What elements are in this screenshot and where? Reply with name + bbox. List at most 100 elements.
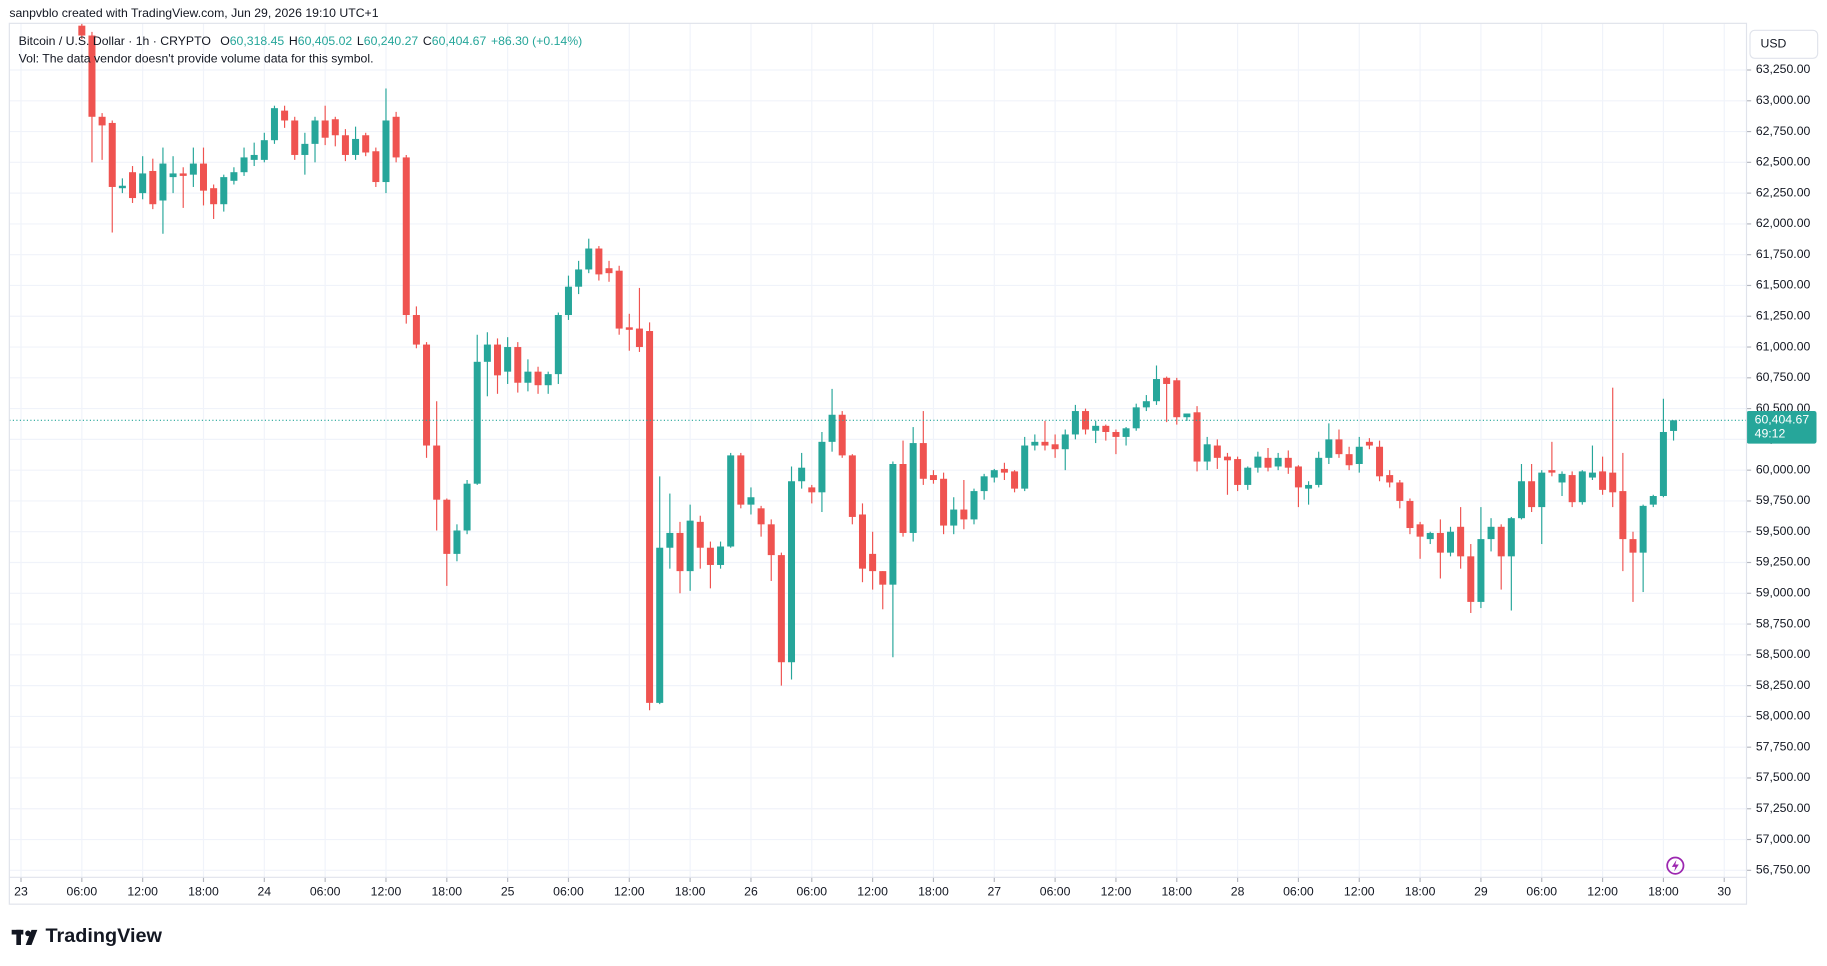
x-tick-label: 28 <box>1231 885 1245 899</box>
candles <box>9 23 1747 711</box>
x-tick-label: 12:00 <box>127 885 158 899</box>
candle-body <box>149 170 157 205</box>
y-tick-label: 62,500.00 <box>1756 155 1811 169</box>
ohlc-value: 60,240.27 <box>364 34 419 48</box>
candle-body <box>159 163 167 201</box>
candle-body <box>179 173 187 176</box>
x-tick-label: 06:00 <box>1526 885 1557 899</box>
candle-body <box>990 470 998 478</box>
x-tick-label: 27 <box>987 885 1001 899</box>
y-tick-label: 62,750.00 <box>1756 124 1811 138</box>
candle-body <box>1183 413 1191 418</box>
candle-body <box>808 487 816 493</box>
candle-body <box>1609 472 1617 493</box>
candle-body <box>1092 425 1100 431</box>
candle-body <box>1487 526 1495 540</box>
icon-bolt[interactable] <box>1671 859 1679 872</box>
x-tick-label: 23 <box>14 885 28 899</box>
candle-body <box>1426 532 1434 540</box>
y-tick-label: 57,000.00 <box>1756 832 1811 846</box>
candle-body <box>676 532 684 572</box>
x-tick-label: 18:00 <box>1648 885 1679 899</box>
candle-body <box>564 286 572 316</box>
candle-body <box>1568 475 1576 503</box>
candle-body <box>1619 491 1627 540</box>
candle-body <box>788 481 796 663</box>
candle-body <box>544 374 552 386</box>
y-tick-label: 58,500.00 <box>1756 647 1811 661</box>
candle-body <box>443 499 451 554</box>
candle-body <box>402 157 410 316</box>
candle-body <box>858 514 866 569</box>
candle-body <box>1355 446 1363 465</box>
x-tick-label: 12:00 <box>1587 885 1618 899</box>
symbol-title: Bitcoin / U.S. Dollar · 1h · CRYPTO <box>19 34 211 48</box>
candle-body <box>382 120 390 183</box>
y-tick-label: 63,250.00 <box>1756 62 1811 76</box>
y-tick-label: 59,250.00 <box>1756 555 1811 569</box>
candle-body <box>362 135 370 153</box>
candle-body <box>1051 444 1059 450</box>
grid <box>9 23 1747 878</box>
candle-body <box>605 268 613 274</box>
candle-body <box>1102 425 1110 432</box>
candle-body <box>818 441 826 493</box>
candle-body <box>1142 401 1150 408</box>
candle-body <box>1274 457 1282 467</box>
candle-body <box>433 445 441 500</box>
candle-body <box>524 371 532 383</box>
candle-body <box>321 120 329 138</box>
y-tick-label: 56,750.00 <box>1756 863 1811 877</box>
candle-body <box>950 509 958 526</box>
candle-body <box>1517 481 1525 519</box>
currency[interactable]: USD <box>1761 37 1787 51</box>
y-tick-label: 62,000.00 <box>1756 216 1811 230</box>
ohlc-label: H <box>289 34 298 48</box>
candle-body <box>625 327 633 330</box>
last-price-label: 60,404.67 <box>1755 413 1810 427</box>
candle-body <box>1548 470 1556 473</box>
currency-box[interactable] <box>1749 29 1819 59</box>
candle-body <box>514 347 522 383</box>
candle-body <box>656 547 664 703</box>
candle-body <box>717 546 725 565</box>
candle-body <box>220 177 228 205</box>
y-tick-label: 58,000.00 <box>1756 709 1811 723</box>
x-tick-label: 26 <box>744 885 758 899</box>
candle-body <box>1659 431 1667 497</box>
candle-body <box>1538 472 1546 508</box>
candle-body <box>1112 431 1120 437</box>
x-tick-label: 06:00 <box>1283 885 1314 899</box>
candle-body <box>1315 457 1323 485</box>
candle-body <box>281 110 289 121</box>
replay-icon[interactable] <box>1666 856 1685 875</box>
x-tick-label: 25 <box>501 885 515 899</box>
candle-body <box>1294 466 1302 488</box>
watermark: sanpvblo created with TradingView.com, J… <box>9 6 378 20</box>
candle-body <box>463 483 471 531</box>
x-tick-label: 18:00 <box>675 885 706 899</box>
volume-note: Vol: The data vendor doesn't provide vol… <box>19 52 374 66</box>
candle-body <box>1132 407 1140 429</box>
candle-body <box>1031 441 1039 446</box>
last-price-box <box>1746 410 1817 444</box>
candle-body <box>727 455 735 547</box>
candle-body <box>1416 524 1424 537</box>
candle-body <box>767 524 775 556</box>
y-tick-label: 57,500.00 <box>1756 770 1811 784</box>
candle-body <box>1477 539 1485 602</box>
candle-body <box>1122 428 1130 437</box>
candle-body <box>311 120 319 144</box>
y-tick-label: 58,250.00 <box>1756 678 1811 692</box>
candle-body <box>1649 496 1657 505</box>
candle-body <box>1284 457 1292 468</box>
x-tick-label: 06:00 <box>553 885 584 899</box>
candle-body <box>1163 377 1171 384</box>
ohlc-label: L <box>357 34 364 48</box>
candle-body <box>331 119 339 136</box>
y-tick-label: 61,250.00 <box>1756 308 1811 322</box>
candle-body <box>696 521 704 548</box>
icon-circle[interactable] <box>1666 856 1685 875</box>
